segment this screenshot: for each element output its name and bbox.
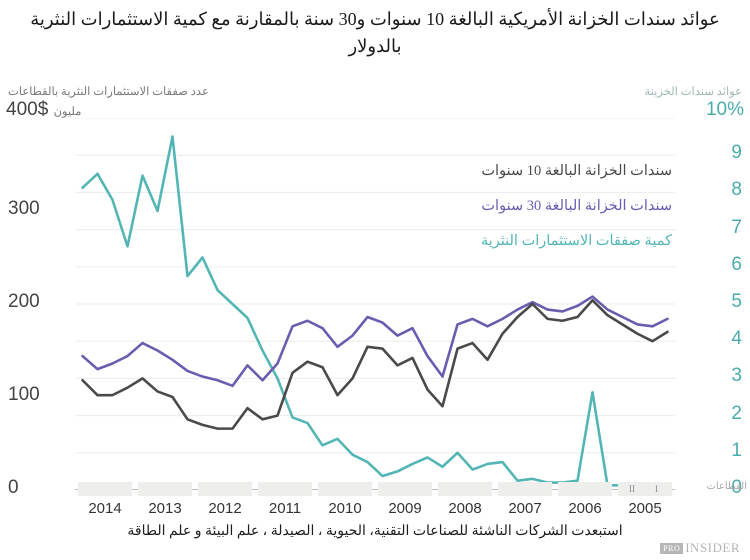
y-tick-right: 4 [731, 328, 742, 350]
chart-svg [75, 118, 675, 490]
y-tick-right: 0 [731, 477, 742, 498]
y-tick-right: 9 [731, 142, 742, 164]
right-axis-caption: عوائد سندات الخزينة [644, 86, 742, 98]
x-tick-year: 2011 [268, 500, 302, 517]
legend-item: كمية صفقات الاستثمارات النثرية [480, 233, 672, 249]
series-line [81, 298, 669, 430]
year-band [558, 482, 612, 496]
right-axis-max: 10% [705, 99, 744, 120]
year-bands: II I [75, 482, 675, 496]
year-band [378, 482, 432, 496]
y-tick-left: 0 [8, 477, 19, 498]
x-tick-year: 2014 [88, 500, 122, 517]
insider-pro-logo: INSIDER PRO [660, 540, 740, 556]
x-tick-year: 2006 [568, 500, 602, 517]
y-tick-left: 300 [8, 198, 40, 219]
legend-item: سندات الخزانة البالغة 10 سنوات [481, 163, 672, 179]
year-band [78, 482, 132, 496]
left-axis-caption: عدد صفقات الاستثمارات النثرية بالقطاعات [8, 86, 209, 98]
y-tick-right: 5 [731, 291, 742, 312]
series-line [81, 295, 669, 388]
year-band [258, 482, 312, 496]
logo-badge: PRO [660, 542, 684, 554]
x-tick-year: 2012 [208, 500, 242, 517]
footnote: استبعدت الشركات الناشئة للصناعات التقنية… [127, 524, 623, 539]
logo-word: INSIDER [685, 540, 740, 555]
year-band [318, 482, 372, 496]
year-band [498, 482, 552, 496]
x-tick-year: 2005 [628, 500, 662, 517]
year-band [618, 482, 672, 496]
y-tick-right: 8 [731, 179, 742, 201]
quarter-tick: I [655, 484, 658, 494]
y-tick-right: 7 [731, 216, 742, 238]
year-band [438, 482, 492, 496]
page-title: عوائد سندات الخزانة الأمريكية البالغة 10… [30, 9, 720, 56]
left-axis-unit: مليون [53, 106, 82, 118]
quarter-axis-label: القطاعات [706, 481, 747, 492]
year-band [198, 482, 252, 496]
x-tick-year: 2008 [448, 500, 482, 517]
y-tick-right: 2 [731, 402, 742, 424]
y-tick-right: 3 [731, 365, 742, 387]
year-band [138, 482, 192, 496]
x-tick-year: 2007 [508, 500, 542, 517]
series-lines [81, 135, 669, 490]
y-tick-left: 200 [8, 291, 40, 312]
x-tick-year: 2009 [388, 500, 422, 517]
series-line [81, 135, 669, 490]
gridlines [75, 118, 675, 454]
y-tick-left: 100 [8, 384, 40, 405]
left-axis-top-value: مليون $400 [6, 99, 81, 121]
y-tick-right: 1 [731, 439, 742, 461]
legend-item: سندات الخزانة البالغة 30 سنوات [481, 198, 672, 214]
quarter-tick: II [629, 484, 635, 494]
y-tick-right: 6 [731, 253, 742, 275]
plot-area [75, 118, 675, 490]
left-axis-max: $400 [6, 99, 49, 120]
x-tick-year: 2010 [328, 500, 362, 517]
x-tick-year: 2013 [148, 500, 182, 517]
